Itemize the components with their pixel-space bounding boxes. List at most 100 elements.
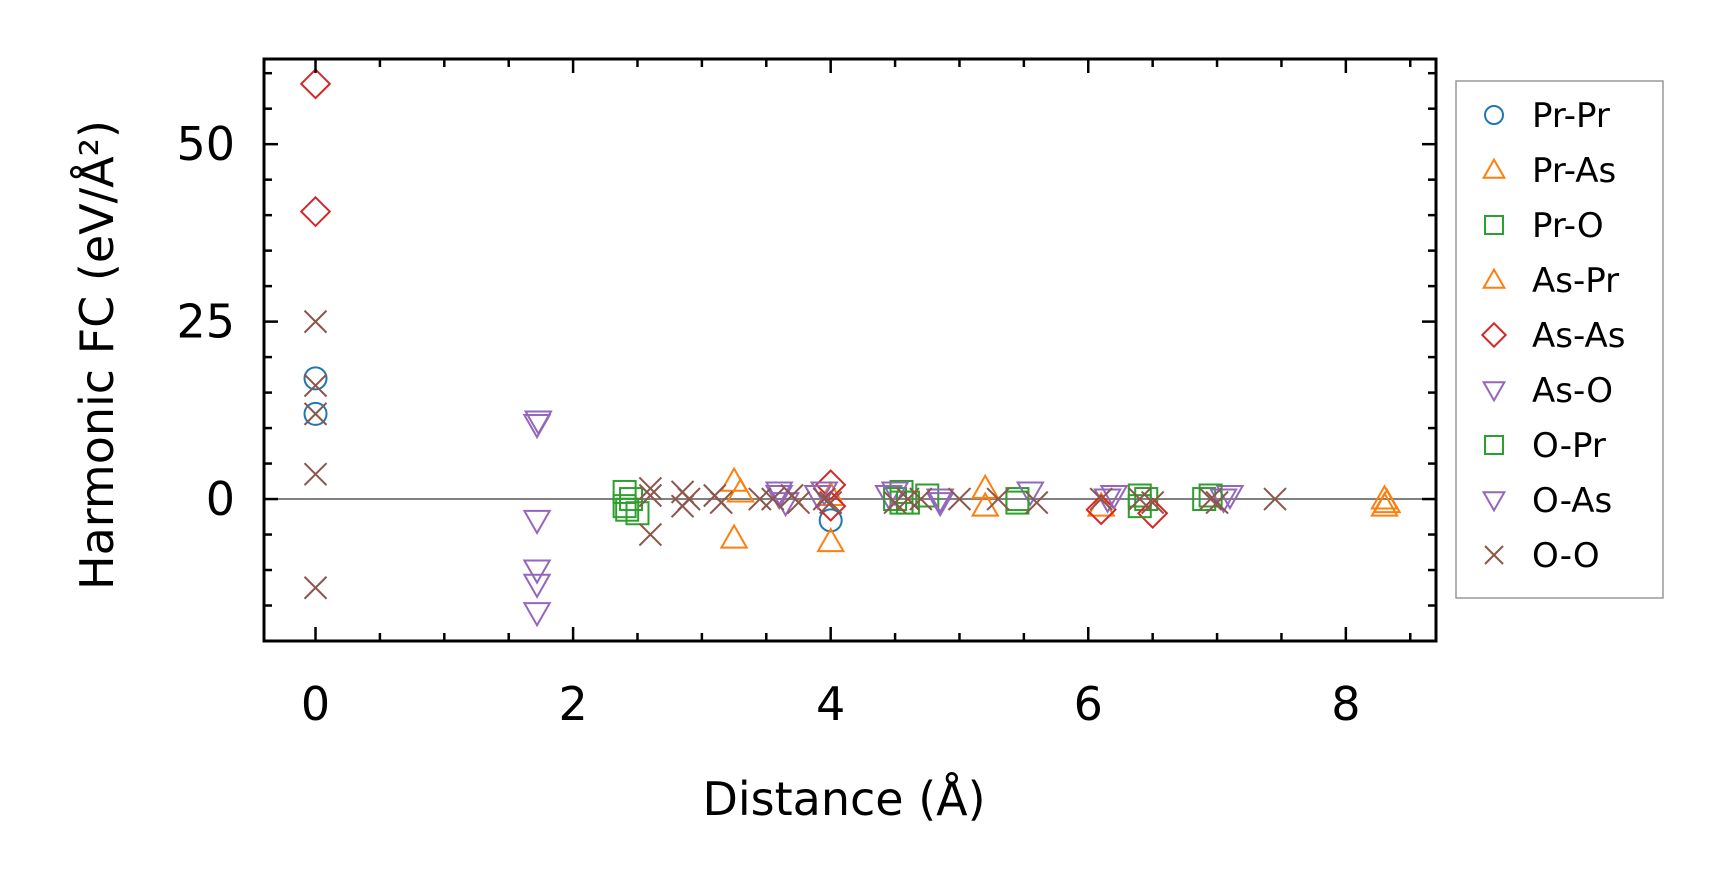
data-point <box>1140 490 1165 515</box>
data-point <box>814 469 847 501</box>
data-point <box>522 602 552 628</box>
data-point <box>719 466 749 492</box>
plot-area <box>262 57 1438 643</box>
data-point <box>303 373 328 398</box>
data-point <box>303 462 328 486</box>
data-point <box>522 414 552 440</box>
legend-marker <box>1481 157 1507 179</box>
x-tick-label: 2 <box>558 677 587 731</box>
data-point <box>1005 490 1030 515</box>
data-point <box>874 485 904 511</box>
data-point <box>522 559 552 585</box>
data-point <box>1205 490 1229 515</box>
legend-label: Pr-Pr <box>1532 96 1610 136</box>
legend-label: O-Pr <box>1532 426 1606 466</box>
plot-frame <box>262 57 1438 643</box>
data-point <box>522 573 552 599</box>
legend-label: Pr-O <box>1532 206 1604 246</box>
data-point <box>925 492 955 518</box>
series-pr-pr <box>303 366 843 533</box>
data-point <box>818 490 843 515</box>
legend-label: O-O <box>1532 536 1600 576</box>
data-point <box>1099 485 1129 511</box>
data-point <box>677 487 701 511</box>
y-axis-ticks: 0 25 50 <box>176 71 1436 607</box>
data-point <box>638 522 663 547</box>
legend-marker <box>1481 381 1507 403</box>
data-point <box>709 490 733 515</box>
x-tick-label: 0 <box>301 677 330 731</box>
y-tick-label: 50 <box>176 117 235 171</box>
data-point <box>1093 488 1122 514</box>
x-tick-label: 8 <box>1331 677 1360 731</box>
data-point <box>970 473 1000 499</box>
data-point <box>970 491 1000 517</box>
data-point <box>523 410 553 436</box>
data-point <box>812 487 836 511</box>
data-point <box>816 526 846 553</box>
data-point <box>748 487 772 511</box>
data-point <box>638 483 663 508</box>
legend: Pr-Pr Pr-As Pr-O As-Pr As-As As-O O-Pr O-As O-O <box>1455 80 1664 599</box>
data-point <box>303 576 328 600</box>
legend-marker <box>1484 545 1504 565</box>
data-point <box>303 402 328 426</box>
data-point <box>612 494 637 519</box>
data-point <box>612 479 637 504</box>
data-point <box>1198 483 1223 508</box>
data-point <box>883 490 907 515</box>
data-point <box>896 487 920 511</box>
x-tick-label: 4 <box>816 677 845 731</box>
data-point <box>1025 490 1049 515</box>
data-point <box>303 309 328 334</box>
data-point <box>1209 488 1238 514</box>
y-axis-title: Harmonic FC (eV/Å²) <box>70 120 124 590</box>
legend-label: O-As <box>1532 481 1612 521</box>
data-point <box>1198 487 1223 511</box>
legend-label: As-As <box>1532 316 1625 356</box>
data-point <box>1127 494 1152 519</box>
data-point <box>947 487 972 511</box>
legend-box <box>1455 80 1664 599</box>
data-point <box>925 488 955 514</box>
series-o-o <box>303 309 1287 600</box>
series-as-as <box>299 68 1169 529</box>
data-point <box>883 487 908 512</box>
y-tick-label: 25 <box>176 295 235 349</box>
data-point <box>1263 487 1287 511</box>
x-axis-title: Distance (Å) <box>702 772 985 826</box>
legend-label: As-O <box>1532 371 1613 411</box>
data-point <box>909 487 933 511</box>
data-point <box>719 523 749 549</box>
data-point <box>818 508 843 533</box>
x-axis-ticks: 0 2 4 6 8 <box>301 59 1412 731</box>
data-point <box>615 497 640 522</box>
data-point <box>522 509 552 536</box>
data-point <box>1372 487 1402 514</box>
data-point <box>299 195 332 228</box>
data-point <box>1015 481 1045 507</box>
legend-marker <box>1484 215 1504 235</box>
data-point <box>726 477 755 503</box>
y-tick-label: 0 <box>206 472 235 526</box>
series-o-as <box>523 410 1238 514</box>
data-point <box>1089 487 1113 511</box>
data-point <box>764 485 794 511</box>
data-point <box>638 476 663 501</box>
data-point <box>986 487 1010 511</box>
legend-marker <box>1480 321 1508 349</box>
data-point <box>299 68 332 100</box>
x-tick-label: 6 <box>1074 677 1103 731</box>
data-point <box>303 366 328 391</box>
legend-marker <box>1481 267 1507 289</box>
legend-label: As-Pr <box>1532 261 1619 301</box>
data-point <box>786 490 811 515</box>
data-point <box>761 487 785 511</box>
data-point <box>1370 484 1399 510</box>
legend-marker <box>1484 105 1504 125</box>
legend-marker <box>1484 435 1504 455</box>
data-point <box>1128 487 1152 511</box>
data-point <box>303 401 328 426</box>
legend-marker <box>1481 491 1507 513</box>
